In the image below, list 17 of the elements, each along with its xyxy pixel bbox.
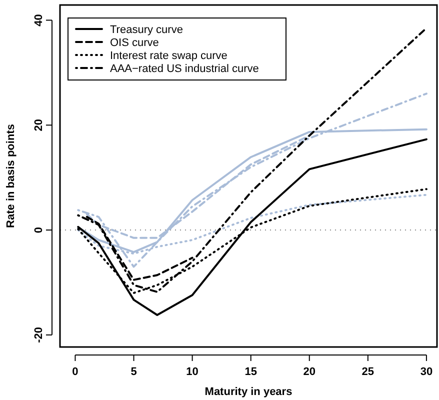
y-tick-label: 40 xyxy=(33,14,45,26)
x-tick-label: 20 xyxy=(303,366,316,378)
x-tick-label: 10 xyxy=(186,366,198,378)
y-tick-label: 20 xyxy=(33,118,45,132)
x-tick-label: 5 xyxy=(130,366,137,378)
legend-label: OIS curve xyxy=(110,37,159,49)
y-axis-title: Rate in basis points xyxy=(5,124,17,228)
x-tick-label: 15 xyxy=(244,366,257,378)
x-tick-label: 30 xyxy=(420,366,433,378)
x-axis-title: Maturity in years xyxy=(204,386,292,398)
legend-label: Treasury curve xyxy=(110,24,183,36)
x-tick-label: 25 xyxy=(362,366,374,378)
legend-label: Interest rate swap curve xyxy=(110,50,228,62)
x-tick-label: 0 xyxy=(72,366,78,378)
y-tick-label: -20 xyxy=(33,326,45,343)
y-tick-label: 0 xyxy=(33,226,45,234)
legend-label: AAA−rated US industrial curve xyxy=(110,63,259,75)
